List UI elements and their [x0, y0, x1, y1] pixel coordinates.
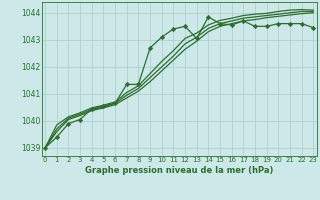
- X-axis label: Graphe pression niveau de la mer (hPa): Graphe pression niveau de la mer (hPa): [85, 166, 273, 175]
